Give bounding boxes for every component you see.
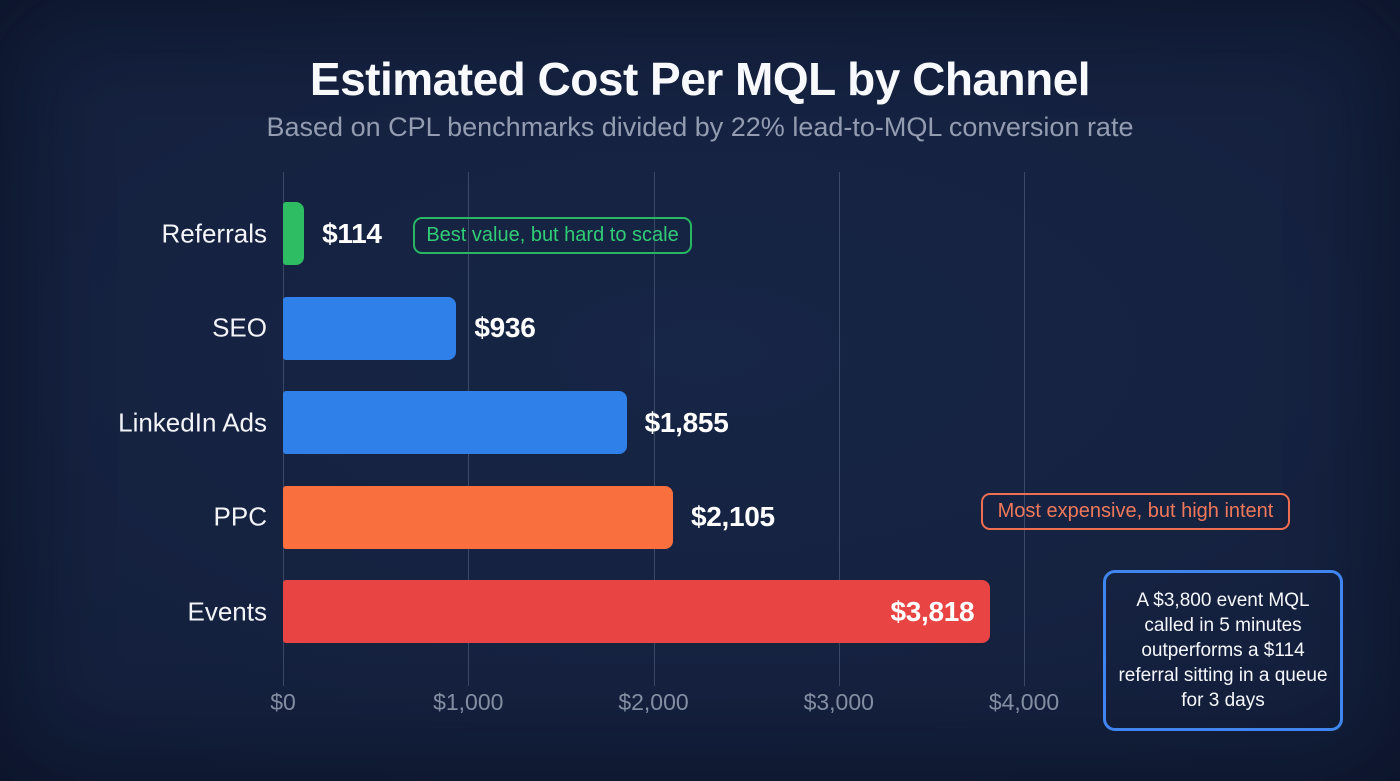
value-label: $1,855 xyxy=(644,406,729,438)
x-axis-tick-label: $0 xyxy=(270,689,296,715)
category-label: LinkedIn Ads xyxy=(118,407,267,437)
annotation-most-expensive-text: Most expensive, but high intent xyxy=(997,500,1274,522)
x-axis-tick-label: $4,000 xyxy=(988,689,1060,715)
x-axis-tick-label: $2,000 xyxy=(618,689,689,715)
category-label: SEO xyxy=(212,312,267,343)
callout-text: A $3,800 event MQL called in 5 minutes o… xyxy=(1118,590,1328,711)
annotation-most-expensive: Most expensive, but high intent xyxy=(981,493,1290,530)
bar xyxy=(283,202,305,265)
bar xyxy=(283,485,673,549)
bar xyxy=(283,391,627,454)
category-label: Events xyxy=(187,596,268,626)
gridline xyxy=(1024,172,1025,686)
x-axis-tick-label: $3,000 xyxy=(803,689,874,715)
gridline xyxy=(838,172,840,686)
chart-title: Estimated Cost Per MQL by Channel xyxy=(309,53,1091,105)
value-label: $2,105 xyxy=(690,501,775,532)
category-label: Referrals xyxy=(161,218,267,248)
bar xyxy=(283,580,991,643)
x-axis-tick-label: $1,000 xyxy=(433,689,504,715)
value-label: $936 xyxy=(474,312,536,343)
annotation-best-value-text: Best value, but hard to scale xyxy=(426,224,679,246)
value-label: $114 xyxy=(322,217,382,249)
value-label: $3,818 xyxy=(890,595,975,627)
annotation-best-value: Best value, but hard to scale xyxy=(413,217,692,254)
callout-box: A $3,800 event MQL called in 5 minutes o… xyxy=(1103,570,1343,731)
chart-subtitle: Based on CPL benchmarks divided by 22% l… xyxy=(266,112,1134,142)
category-label: PPC xyxy=(213,501,267,532)
bar xyxy=(283,296,457,360)
gridline xyxy=(653,172,655,686)
